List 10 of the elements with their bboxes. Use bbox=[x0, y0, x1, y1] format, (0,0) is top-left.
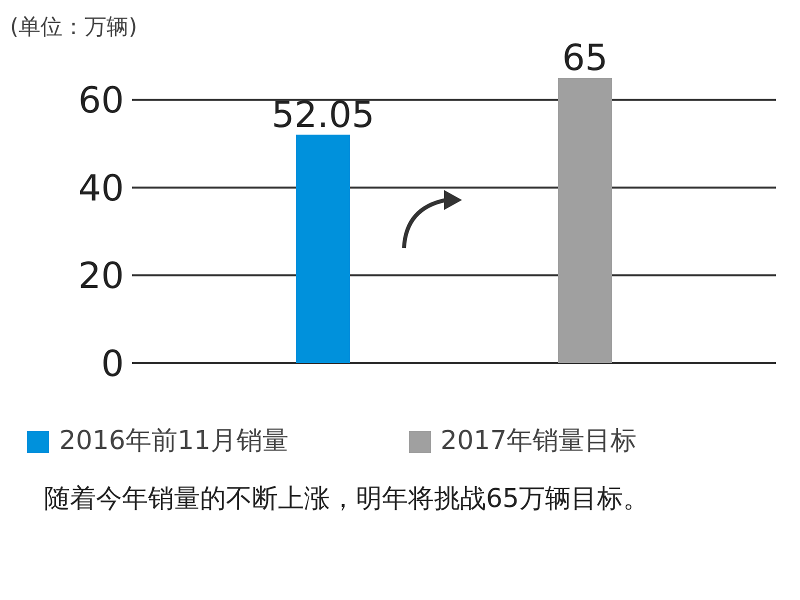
legend-label: 2016年前11月销量 bbox=[59, 426, 289, 456]
data-label: 65 bbox=[562, 38, 608, 79]
y-tick-label: 40 bbox=[78, 168, 124, 210]
text: 随着今年销量的不断上涨，明年将挑战65万辆目标。 bbox=[43, 483, 650, 516]
y-tick-label: 20 bbox=[78, 256, 124, 298]
data-label: 52.05 bbox=[271, 94, 375, 136]
y-tick-label: 60 bbox=[78, 80, 124, 122]
legend-label: 2017年销量目标 bbox=[440, 426, 637, 456]
y-tick-label: 0 bbox=[101, 344, 124, 385]
text: (单位：万辆) bbox=[10, 14, 138, 42]
